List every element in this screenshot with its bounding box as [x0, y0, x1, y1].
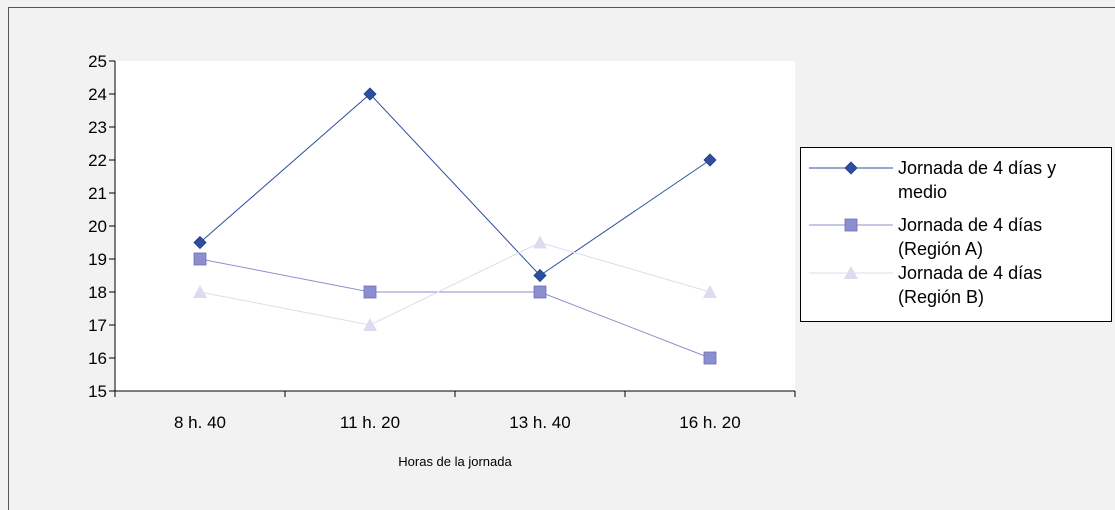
data-point-series-3 [533, 235, 547, 249]
y-tick-label: 22 [88, 151, 107, 170]
data-point-series-1 [533, 268, 547, 283]
y-tick-label: 21 [88, 184, 107, 203]
y-tick-label: 24 [88, 85, 107, 104]
legend-label: Jornada de 4 días y medio [898, 158, 1057, 202]
legend-label: Jornada de 4 días (Región A) [898, 215, 1043, 259]
legend-label: Jornada de 4 días (Región B) [898, 263, 1043, 307]
legend-marker [844, 218, 858, 232]
x-axis-label: Horas de la jornada [398, 454, 512, 469]
x-tick-label: 13 h. 40 [509, 413, 570, 432]
y-tick-label: 16 [88, 349, 107, 368]
legend-marker [844, 161, 858, 175]
legend-swatch [809, 266, 893, 279]
data-point-series-2 [703, 351, 717, 365]
data-point-series-2 [533, 285, 547, 299]
y-tick-label: 17 [88, 316, 107, 335]
data-point-series-1 [363, 87, 377, 101]
y-tick-label: 23 [88, 118, 107, 137]
y-tick-label: 18 [88, 283, 107, 302]
series-line-1 [199, 93, 711, 277]
data-point-series-3 [193, 285, 207, 298]
legend-marker [844, 266, 858, 279]
data-point-series-1 [703, 153, 717, 167]
data-point-series-1 [193, 235, 207, 250]
data-point-series-3 [363, 318, 377, 331]
plot-area [115, 61, 795, 391]
y-tick-label: 19 [88, 250, 107, 269]
legend-swatch [809, 218, 893, 232]
x-tick-label: 11 h. 20 [340, 413, 400, 432]
y-tick-label: 20 [88, 217, 107, 236]
x-tick-label: 16 h. 20 [679, 413, 740, 432]
series-line-3 [199, 241, 711, 326]
data-point-series-3 [703, 285, 717, 298]
legend-swatch [809, 161, 893, 175]
x-tick-label: 8 h. 40 [174, 413, 226, 432]
data-point-series-2 [363, 285, 377, 299]
y-tick-label: 15 [88, 382, 107, 401]
y-tick-label: 25 [88, 52, 107, 71]
legend: Jornada de 4 días y medio Jornada de 4 dí… [800, 147, 1112, 322]
data-point-series-2 [193, 252, 207, 266]
series-line-2 [199, 258, 711, 359]
